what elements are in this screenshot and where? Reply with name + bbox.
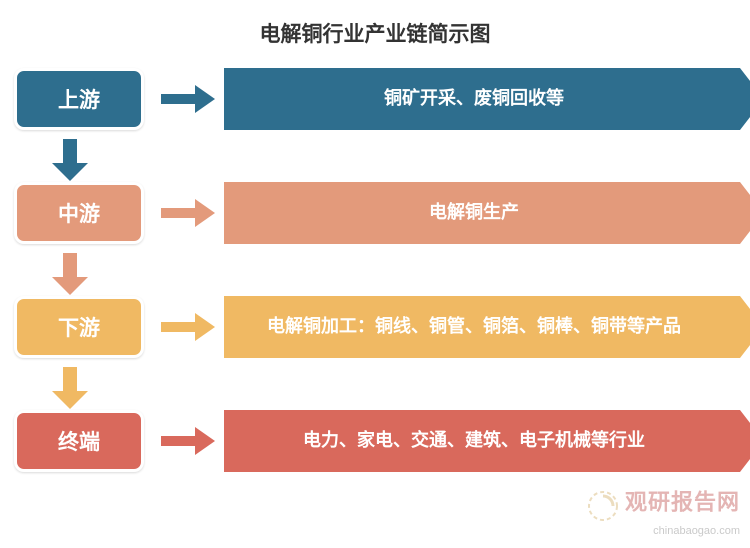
watermark: 观研报告网 chinabaogao.com xyxy=(585,488,740,538)
watermark-logo-text: 观研报告网 xyxy=(625,489,740,514)
right-arrow-icon xyxy=(158,195,218,231)
stage-row: 上游 铜矿开采、废铜回收等 xyxy=(0,68,750,130)
stage-row: 中游 电解铜生产 xyxy=(0,182,750,244)
stage-box: 下游 xyxy=(14,296,144,358)
right-arrow-icon xyxy=(158,309,218,345)
stage-description: 电解铜加工：铜线、铜管、铜箔、铜棒、铜带等产品 xyxy=(224,296,740,358)
right-arrow-icon xyxy=(158,81,218,117)
stage-box: 中游 xyxy=(14,182,144,244)
right-arrow-icon xyxy=(158,423,218,459)
watermark-url: chinabaogao.com xyxy=(585,524,740,538)
down-arrow-icon xyxy=(0,138,750,182)
stage-row: 终端 电力、家电、交通、建筑、电子机械等行业 xyxy=(0,410,750,472)
stage-box: 终端 xyxy=(14,410,144,472)
stage-description: 电力、家电、交通、建筑、电子机械等行业 xyxy=(224,410,740,472)
watermark-icon xyxy=(585,488,621,524)
stage-description: 电解铜生产 xyxy=(224,182,740,244)
down-arrow-icon xyxy=(0,252,750,296)
stage-box: 上游 xyxy=(14,68,144,130)
diagram-title: 电解铜行业产业链简示图 xyxy=(0,0,750,68)
down-arrow-icon xyxy=(0,366,750,410)
stage-description: 铜矿开采、废铜回收等 xyxy=(224,68,740,130)
stage-row: 下游 电解铜加工：铜线、铜管、铜箔、铜棒、铜带等产品 xyxy=(0,296,750,358)
